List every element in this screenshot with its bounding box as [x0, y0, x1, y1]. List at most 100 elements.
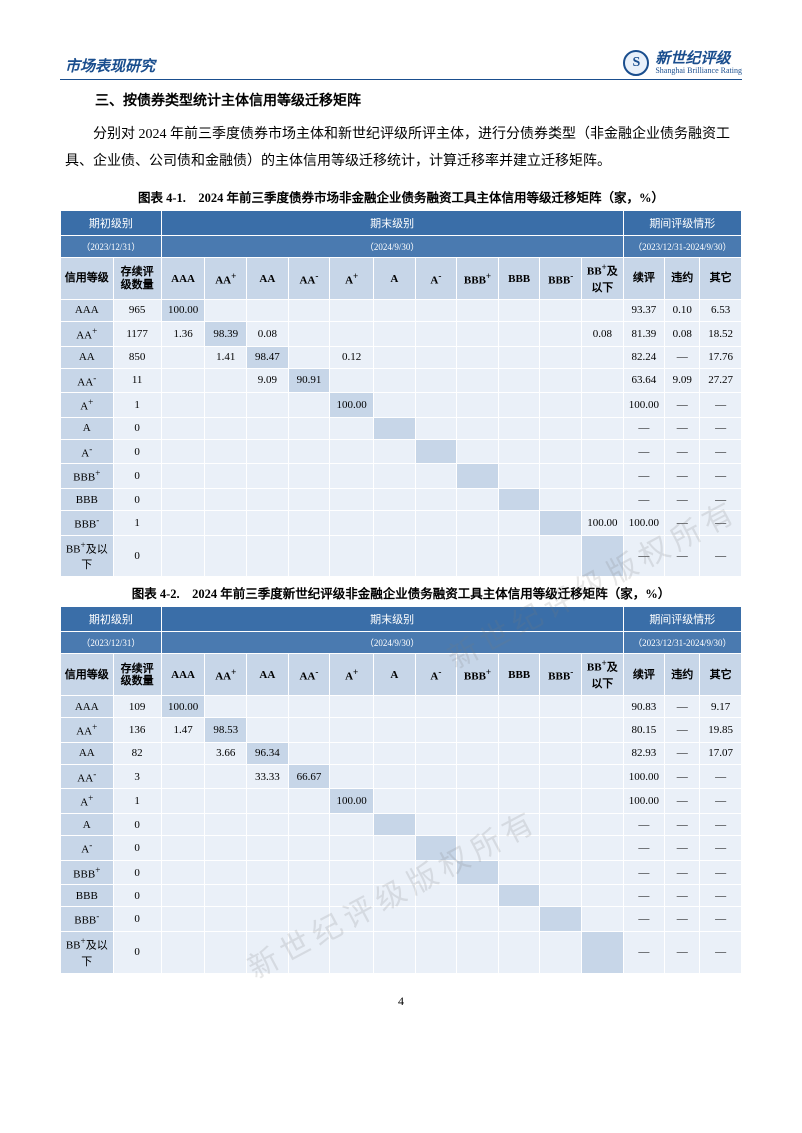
row-grade: A- [61, 439, 114, 464]
matrix-cell [205, 885, 247, 907]
matrix-cell [374, 464, 416, 489]
matrix-cell [540, 321, 582, 346]
period-cell: — [700, 932, 742, 974]
col-header: A- [415, 654, 457, 696]
period-cell: — [665, 464, 700, 489]
matrix-cell [457, 836, 499, 861]
matrix-cell [288, 346, 330, 368]
matrix-cell: 1.41 [205, 346, 247, 368]
matrix-cell [374, 718, 416, 743]
matrix-cell: 98.47 [247, 346, 289, 368]
matrix-cell [205, 814, 247, 836]
matrix-cell [288, 696, 330, 718]
matrix-cell [205, 439, 247, 464]
matrix-cell [415, 764, 457, 789]
matrix-cell [498, 417, 540, 439]
matrix-cell [457, 439, 499, 464]
matrix-cell [498, 764, 540, 789]
matrix-cell [582, 696, 624, 718]
matrix-cell [374, 742, 416, 764]
matrix-cell [498, 346, 540, 368]
period-cell: — [700, 511, 742, 536]
matrix-cell [288, 885, 330, 907]
matrix-cell [540, 885, 582, 907]
matrix-cell [374, 860, 416, 885]
row-grade: AAA [61, 299, 114, 321]
matrix-cell [374, 932, 416, 974]
matrix-cell: 98.39 [205, 321, 247, 346]
col-header: AA- [288, 654, 330, 696]
period-cell: — [700, 836, 742, 861]
row-count: 0 [113, 814, 161, 836]
matrix-cell [247, 932, 289, 974]
period-cell: 90.83 [623, 696, 665, 718]
matrix-cell [288, 860, 330, 885]
period-cell: 100.00 [623, 511, 665, 536]
matrix-cell [288, 464, 330, 489]
th-period-date: （2023/12/31-2024/9/30） [623, 236, 741, 258]
period-cell: — [665, 535, 700, 577]
header-title: 市场表现研究 [60, 55, 155, 76]
col-header: AA [247, 258, 289, 300]
col-header: BBB+ [457, 654, 499, 696]
period-cell: — [700, 907, 742, 932]
th-end: 期末级别 [161, 607, 623, 632]
matrix-cell: 100.00 [161, 696, 205, 718]
matrix-cell [582, 764, 624, 789]
matrix-cell: 9.09 [247, 368, 289, 393]
matrix-cell [330, 814, 374, 836]
matrix-cell [374, 535, 416, 577]
col-header: 信用等级 [61, 258, 114, 300]
row-count: 136 [113, 718, 161, 743]
row-count: 850 [113, 346, 161, 368]
matrix-cell [374, 696, 416, 718]
matrix-cell [205, 907, 247, 932]
matrix-cell [330, 860, 374, 885]
matrix-cell [330, 718, 374, 743]
row-grade: BBB- [61, 907, 114, 932]
row-count: 1 [113, 789, 161, 814]
matrix-cell [330, 299, 374, 321]
matrix-cell [161, 535, 205, 577]
matrix-cell [457, 368, 499, 393]
matrix-cell [374, 814, 416, 836]
matrix-cell: 100.00 [582, 511, 624, 536]
matrix-cell [498, 535, 540, 577]
body-paragraph: 分别对 2024 年前三季度债券市场主体和新世纪评级所评主体，进行分债券类型（非… [65, 122, 737, 175]
matrix-cell [415, 742, 457, 764]
col-header: BB+及以下 [582, 654, 624, 696]
matrix-cell [374, 764, 416, 789]
matrix-cell [498, 464, 540, 489]
matrix-cell [415, 368, 457, 393]
matrix-cell [247, 696, 289, 718]
row-grade: BBB- [61, 511, 114, 536]
matrix-cell [415, 718, 457, 743]
row-count: 0 [113, 439, 161, 464]
period-cell: — [665, 696, 700, 718]
matrix-cell [161, 789, 205, 814]
matrix-cell [415, 489, 457, 511]
matrix-cell [582, 299, 624, 321]
matrix-cell [374, 299, 416, 321]
matrix-cell [498, 511, 540, 536]
matrix-cell [415, 439, 457, 464]
col-header: A+ [330, 654, 374, 696]
period-cell: — [665, 439, 700, 464]
matrix-cell [330, 417, 374, 439]
col-header: AA [247, 654, 289, 696]
matrix-cell [288, 932, 330, 974]
matrix-cell [540, 718, 582, 743]
col-header: AAA [161, 258, 205, 300]
matrix-cell [288, 814, 330, 836]
row-grade: AA+ [61, 718, 114, 743]
matrix-cell [415, 321, 457, 346]
row-grade: A- [61, 836, 114, 861]
matrix-cell [582, 814, 624, 836]
period-cell: — [623, 489, 665, 511]
matrix-cell [161, 932, 205, 974]
matrix-cell [540, 764, 582, 789]
matrix-cell [161, 764, 205, 789]
col-header: 其它 [700, 654, 742, 696]
matrix-cell [205, 789, 247, 814]
header-logo-block: S 新世纪评级 Shanghai Brilliance Rating [623, 50, 742, 76]
